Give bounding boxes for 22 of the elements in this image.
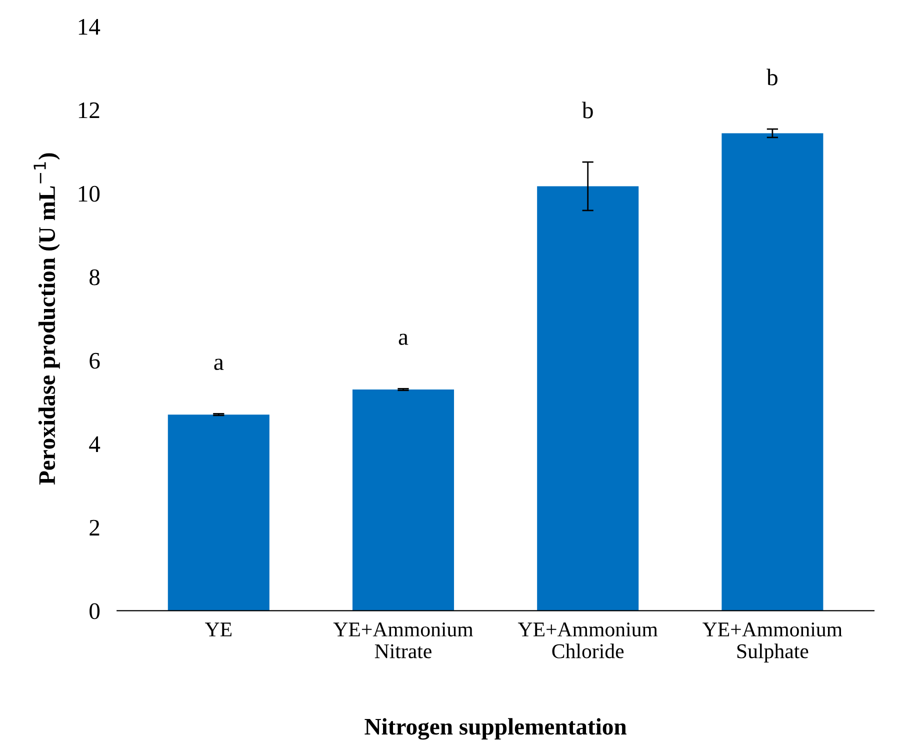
bar — [168, 414, 270, 611]
annotation: b — [582, 102, 593, 118]
y-tick-label: 6 — [90, 352, 100, 369]
y-tick-label: 12 — [78, 102, 100, 118]
y-tick-label: 0 — [90, 603, 100, 620]
x-tick-label: YE+Ammonium Chloride — [518, 622, 658, 658]
x-axis-title: Nitrogen supplementation — [364, 718, 626, 740]
bar — [537, 186, 639, 611]
y-tick-label: 8 — [90, 269, 100, 286]
x-tick-label: YE — [205, 622, 232, 636]
y-tick-label: 4 — [89, 436, 100, 452]
y-tick-label: 2 — [90, 520, 100, 536]
x-tick-label: YE+Ammonium Nitrate — [333, 622, 474, 658]
y-axis-title: Peroxidase production (U mL$^{−1}$) — [34, 153, 60, 485]
x-tick-label: YE+Ammonium Sulphate — [702, 622, 842, 663]
annotation: b — [766, 68, 778, 86]
bar — [352, 390, 454, 611]
annotation: a — [398, 334, 408, 345]
y-tick-label: 10 — [78, 186, 100, 202]
y-tick-label: 14 — [78, 18, 100, 35]
bar — [722, 133, 824, 611]
annotation: a — [214, 358, 224, 370]
